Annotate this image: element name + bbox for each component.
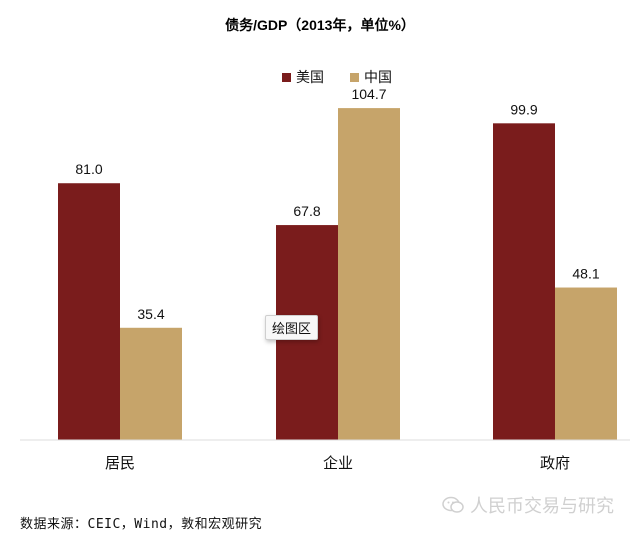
watermark: 人民币交易与研究	[442, 492, 614, 518]
category-label-government: 政府	[540, 455, 570, 472]
data-label-us-government: 99.9	[510, 101, 537, 117]
bar-us-household	[58, 183, 120, 441]
data-label-cn-household: 35.4	[137, 306, 164, 322]
legend-swatch-cn	[350, 73, 359, 82]
wechat-icon	[442, 496, 464, 513]
legend-swatch-us	[282, 73, 291, 82]
bar-us-government	[493, 123, 555, 440]
watermark-text: 人民币交易与研究	[470, 496, 614, 516]
data-label-us-household: 81.0	[75, 161, 102, 177]
data-labels-group: 81.0 35.4 67.8 104.7 99.9 48.1	[75, 86, 599, 322]
bar-cn-household	[120, 327, 182, 440]
data-label-cn-government: 48.1	[572, 266, 599, 282]
legend: 美国 中国	[282, 69, 392, 85]
category-labels-group: 居民 企业 政府	[105, 454, 570, 472]
bar-cn-corporate	[338, 108, 400, 440]
category-label-corporate: 企业	[323, 454, 353, 472]
bar-cn-government	[555, 287, 617, 440]
legend-label-us: 美国	[296, 69, 324, 85]
data-label-cn-corporate: 104.7	[351, 86, 386, 102]
chart-title: 债务/GDP（2013年，单位%）	[225, 17, 415, 33]
data-label-us-corporate: 67.8	[293, 203, 320, 219]
category-label-household: 居民	[105, 455, 135, 472]
bars-group	[58, 108, 617, 441]
plot-area-tooltip: 绘图区	[265, 315, 319, 340]
source-note: 数据来源：CEIC，Wind，敦和宏观研究	[20, 517, 263, 532]
legend-label-cn: 中国	[364, 69, 392, 85]
